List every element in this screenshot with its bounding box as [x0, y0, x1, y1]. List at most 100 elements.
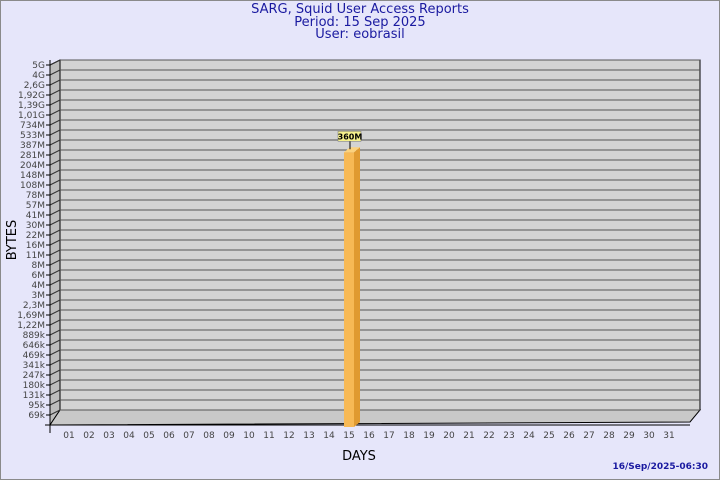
gridline-left [49, 139, 61, 146]
x-tick-label: 04 [123, 431, 135, 441]
y-tick-label: 148M [20, 171, 45, 181]
data-label-box [337, 131, 362, 142]
x-tick-label: 27 [583, 431, 594, 441]
gridline-left [49, 109, 61, 116]
x-tick-label: 13 [303, 431, 314, 441]
y-tick-label: 78M [26, 191, 45, 201]
y-tick-label: 341k [23, 361, 46, 371]
y-tick-label: 646k [23, 341, 46, 351]
gridline-left [49, 79, 61, 86]
y-tick-label: 11M [26, 251, 45, 261]
chart-title: SARG, Squid User Access Reports [251, 2, 469, 17]
x-tick-label: 01 [63, 431, 74, 441]
x-tick-label: 22 [483, 431, 494, 441]
y-tick-label: 387M [20, 141, 45, 151]
y-tick-label: 889k [23, 331, 46, 341]
y-tick-label: 4G [32, 71, 45, 81]
y-tick-label: 108M [20, 181, 45, 191]
x-tick-label: 16 [363, 431, 375, 441]
gridline-left [49, 239, 61, 246]
x-tick-label: 19 [423, 431, 435, 441]
y-tick-label: 8M [32, 261, 46, 271]
plot-back-wall [59, 59, 701, 411]
gridline-left [49, 159, 61, 166]
gridline-left [49, 129, 61, 136]
x-tick-label: 24 [523, 431, 535, 441]
y-tick-label: 1,01G [18, 111, 45, 121]
y-tick-label: 22M [26, 231, 45, 241]
x-tick-label: 26 [563, 431, 575, 441]
gridline-left [49, 169, 61, 176]
gridline-left [49, 59, 61, 66]
x-tick-label: 31 [663, 431, 674, 441]
y-tick-label: 469k [23, 351, 46, 361]
x-axis-label: DAYS [342, 449, 376, 464]
x-tick-label: 02 [83, 431, 94, 441]
gridline-left [49, 149, 61, 156]
y-tick-label: 281M [20, 151, 45, 161]
y-tick-label: 5G [32, 61, 45, 71]
gridline-left [49, 329, 61, 336]
bar [344, 152, 354, 427]
y-tick-label: 69k [28, 411, 45, 421]
x-tick-label: 08 [203, 431, 215, 441]
y-tick-label: 30M [26, 221, 45, 231]
x-tick-label: 11 [263, 431, 274, 441]
chart-user: User: eobrasil [315, 27, 405, 42]
gridline-left [49, 259, 61, 266]
y-axis-label: BYTES [5, 220, 20, 261]
y-tick-label: 6M [32, 271, 46, 281]
gridline-left [49, 279, 61, 286]
gridline-left [49, 249, 61, 256]
data-label: 360M [338, 132, 363, 141]
x-tick-label: 17 [383, 431, 394, 441]
gridline-left [49, 229, 61, 236]
x-tick-label: 09 [223, 431, 235, 441]
x-tick-label: 28 [603, 431, 615, 441]
x-tick-label: 23 [503, 431, 514, 441]
gridline-left [49, 399, 61, 406]
y-tick-label: 734M [20, 121, 45, 131]
bar-side [354, 147, 360, 427]
x-tick-label: 10 [243, 431, 255, 441]
y-tick-label: 1,22M [17, 321, 45, 331]
x-tick-label: 07 [183, 431, 194, 441]
x-tick-label: 05 [143, 431, 154, 441]
y-tick-label: 247k [23, 371, 46, 381]
x-tick-label: 30 [643, 431, 655, 441]
x-tick-label: 29 [623, 431, 635, 441]
plot-floor [49, 409, 702, 426]
timestamp: 16/Sep/2025-06:30 [612, 462, 708, 472]
gridline-left [49, 319, 61, 326]
gridline-left [49, 359, 61, 366]
gridline-left [49, 339, 61, 346]
gridline-left [49, 189, 61, 196]
y-tick-label: 180k [23, 381, 46, 391]
gridline-left [49, 289, 61, 296]
x-tick-label: 06 [163, 431, 175, 441]
y-tick-label: 95k [28, 401, 45, 411]
gridline-left [49, 369, 61, 376]
gridline-left [49, 299, 61, 306]
y-tick-label: 1,69M [17, 311, 45, 321]
y-tick-label: 1,39G [18, 101, 45, 111]
gridline-left [49, 99, 61, 106]
gridline-left [49, 69, 61, 76]
x-tick-label: 03 [103, 431, 114, 441]
x-tick-label: 20 [443, 431, 455, 441]
chart-period: Period: 15 Sep 2025 [294, 15, 426, 30]
x-tick-label: 12 [283, 431, 294, 441]
x-tick-label: 25 [543, 431, 554, 441]
y-tick-label: 1,92G [18, 91, 45, 101]
gridline-left [49, 379, 61, 386]
gridline-left [49, 89, 61, 96]
y-tick-label: 16M [26, 241, 45, 251]
y-tick-label: 4M [32, 281, 46, 291]
gridline-left [49, 269, 61, 276]
gridline-left [49, 119, 61, 126]
x-tick-label: 21 [463, 431, 474, 441]
x-tick-label: 15 [343, 431, 354, 441]
y-tick-label: 2,3M [23, 301, 45, 311]
y-tick-label: 533M [20, 131, 45, 141]
